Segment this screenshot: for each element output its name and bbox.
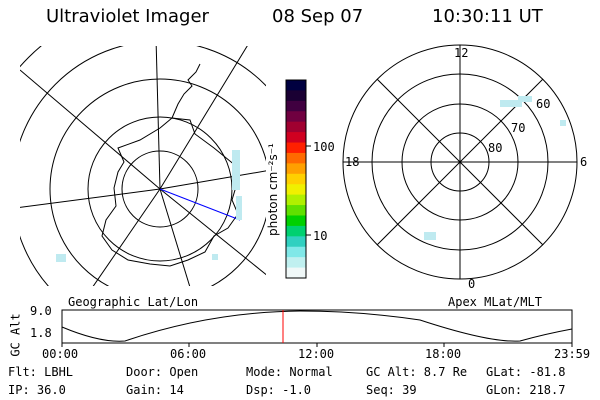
antarctica-outline bbox=[101, 117, 239, 267]
timeline-ylabel: GC Alt bbox=[8, 313, 23, 357]
info-door: Door: Open bbox=[126, 365, 199, 379]
timeline-ytick-top: 9.0 bbox=[30, 304, 52, 318]
timeline-xtick-4: 23:59 bbox=[554, 347, 591, 361]
timeline-plot bbox=[61, 309, 573, 347]
colorbar-strip bbox=[286, 205, 306, 217]
colorbar-strip bbox=[286, 132, 306, 144]
info-mode: Mode: Normal bbox=[246, 365, 333, 379]
colorbar-strip bbox=[286, 121, 306, 133]
timeline-xtick-0: 00:00 bbox=[42, 347, 79, 361]
mlt-label-6: 6 bbox=[580, 155, 588, 169]
timeline-xtick-2: 12:00 bbox=[298, 347, 335, 361]
info-ip: IP: 36.0 bbox=[8, 383, 66, 397]
geographic-map bbox=[20, 46, 266, 286]
right-map-caption: Apex MLat/MLT bbox=[448, 295, 542, 309]
colorbar-tick-10: 10 bbox=[313, 229, 328, 243]
colorbar-strip bbox=[286, 257, 306, 269]
mlat-label-60: 60 bbox=[536, 97, 551, 111]
colorbar-strip bbox=[286, 142, 306, 154]
colorbar-strip bbox=[286, 236, 306, 248]
mlat-label-80: 80 bbox=[488, 141, 503, 155]
title: Ultraviolet Imager bbox=[46, 6, 209, 27]
colorbar-strip bbox=[286, 100, 306, 112]
colorbar-strip bbox=[286, 90, 306, 102]
colorbar-strip bbox=[286, 215, 306, 227]
colorbar-strip bbox=[286, 225, 306, 237]
info-dsp: Dsp: -1.0 bbox=[246, 383, 312, 397]
colorbar-strip bbox=[286, 111, 306, 123]
info-glon: GLon: 218.7 bbox=[486, 383, 566, 397]
info-gc-alt: GC Alt: 8.7 Re bbox=[366, 365, 468, 379]
mlt-label-18: 18 bbox=[345, 155, 360, 169]
timeline-ytick-bottom: 1.8 bbox=[30, 326, 52, 340]
mlat-label-70: 70 bbox=[511, 121, 526, 135]
peninsula-outline bbox=[171, 63, 201, 119]
colorbar-strip bbox=[286, 267, 306, 279]
colorbar-strip bbox=[286, 246, 306, 258]
info-filter: Flt: LBHL bbox=[8, 365, 74, 379]
time: 10:30:11 UT bbox=[432, 6, 543, 27]
info-glat: GLat: -81.8 bbox=[486, 365, 566, 379]
lon-lines bbox=[20, 46, 266, 286]
info-gain: Gain: 14 bbox=[126, 383, 184, 397]
timeline-xtick-1: 06:00 bbox=[170, 347, 207, 361]
colorbar-strip bbox=[286, 152, 306, 164]
colorbar-tick-100: 100 bbox=[313, 140, 335, 154]
mlt-label-0: 0 bbox=[468, 277, 476, 291]
date: 08 Sep 07 bbox=[272, 6, 364, 27]
colorbar-strip bbox=[286, 163, 306, 175]
altitude-curve bbox=[61, 310, 573, 342]
info-seq: Seq: 39 bbox=[366, 383, 417, 397]
colorbar-strip bbox=[286, 184, 306, 196]
colorbar-strip bbox=[286, 194, 306, 206]
left-aurora-speckles bbox=[56, 150, 242, 262]
colorbar-strip bbox=[286, 173, 306, 185]
orbit-track bbox=[159, 188, 241, 221]
right-aurora-speckles bbox=[424, 96, 566, 240]
mlt-map bbox=[342, 44, 578, 280]
timeline-xtick-3: 18:00 bbox=[425, 347, 462, 361]
left-map-caption: Geographic Lat/Lon bbox=[68, 295, 199, 309]
colorbar-strip bbox=[286, 80, 306, 92]
colorbar bbox=[285, 79, 311, 279]
mlt-label-12: 12 bbox=[454, 46, 469, 60]
